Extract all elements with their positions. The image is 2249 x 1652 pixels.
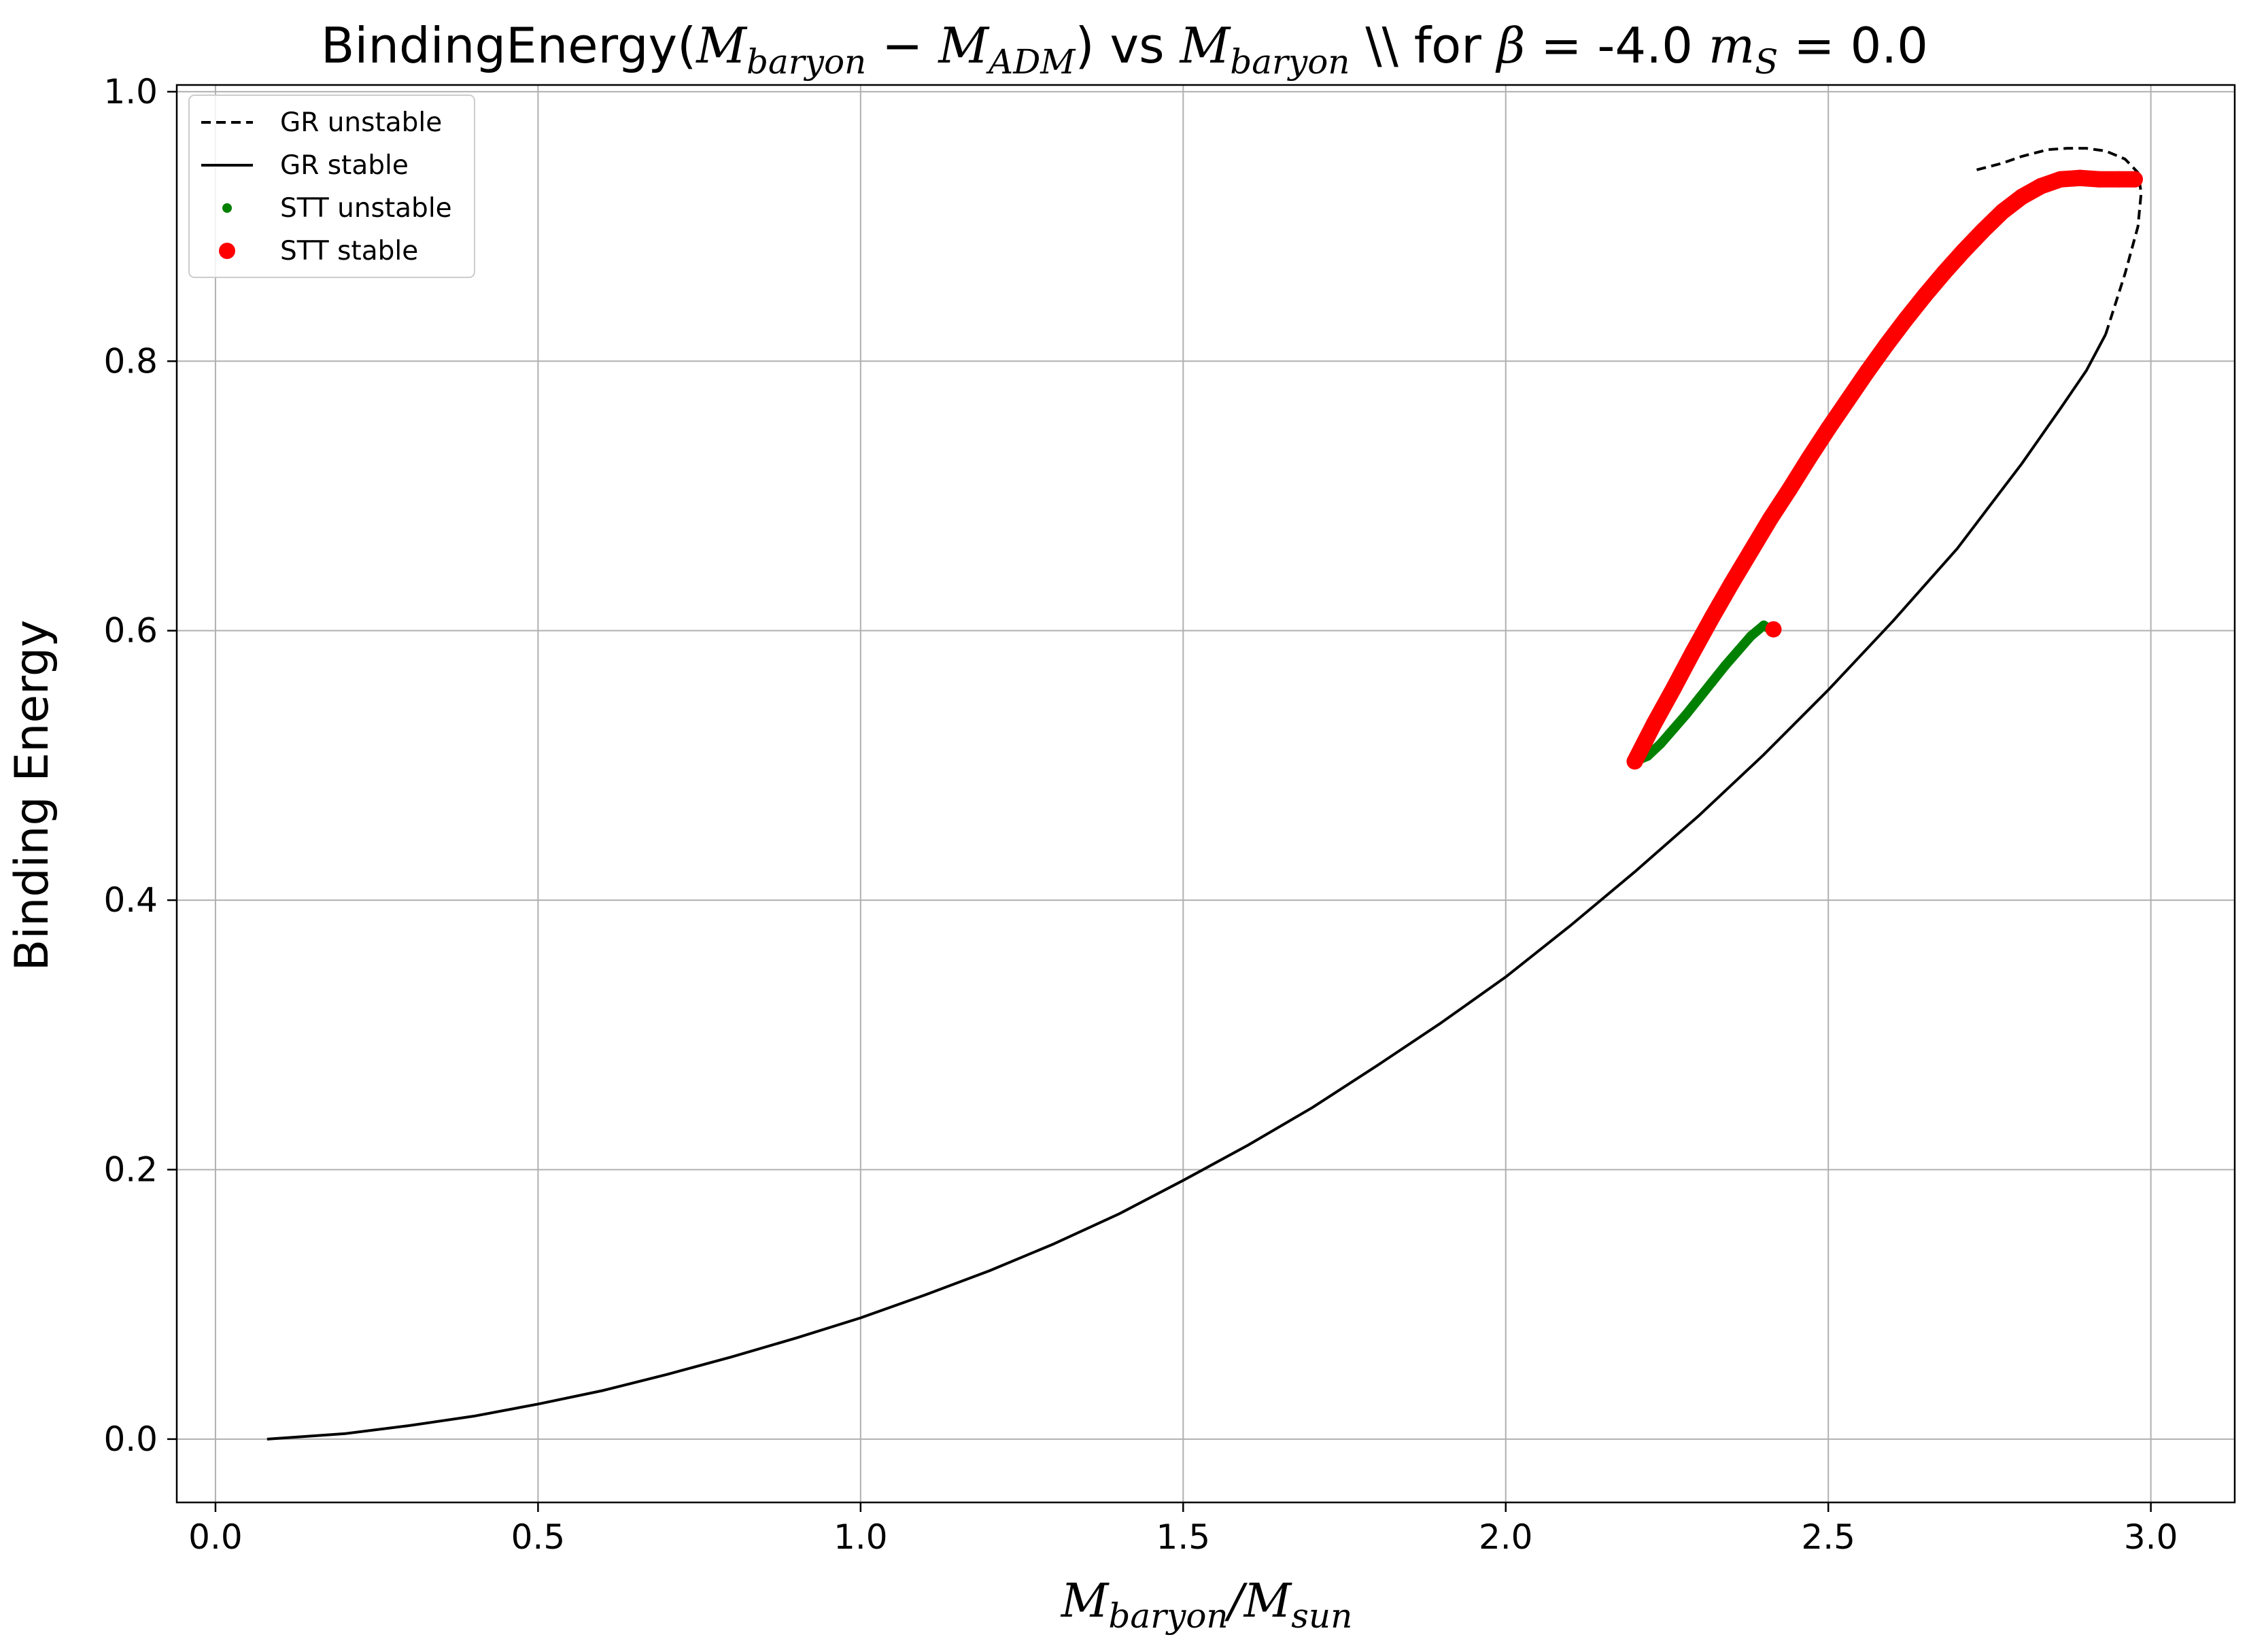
data-point-stt-stable — [2126, 171, 2143, 188]
y-tick-label: 0.0 — [103, 1419, 158, 1459]
legend: GR unstable GR stable STT unstable STT stab… — [188, 94, 475, 278]
data-point-stt-unstable — [1655, 739, 1666, 749]
data-point-stt-stable — [1742, 543, 1759, 560]
data-point-stt-stable — [1994, 203, 2011, 220]
data-point-stt-unstable — [1733, 646, 1743, 656]
data-point-stt-stable — [1762, 511, 1779, 528]
grid-lines — [177, 85, 2235, 1502]
legend-box — [188, 94, 475, 278]
data-point-stt-stable — [1859, 364, 1876, 381]
data-point-stt-stable — [1800, 449, 1817, 466]
legend-swatch — [222, 203, 232, 213]
data-point-stt-unstable — [1746, 631, 1756, 641]
data-point-stt-stable — [1781, 481, 1798, 498]
legend-entry: GR unstable — [201, 107, 442, 138]
x-axis-label: Mbaryon/Msun — [1060, 1574, 1353, 1636]
x-tick-label: 1.5 — [1156, 1517, 1211, 1557]
series-line-gr-stable — [267, 333, 2107, 1441]
y-axis-ticks: 0.0 0.2 0.4 0.6 0.8 1.0 — [103, 72, 177, 1459]
legend-label: GR stable — [280, 150, 409, 181]
data-point-stt-stable — [1665, 680, 1682, 697]
data-point-stt-stable — [1898, 311, 1915, 328]
data-point-stt-stable — [1626, 753, 1643, 770]
data-point-stt-stable — [2072, 169, 2089, 186]
y-tick-label: 0.2 — [103, 1150, 158, 1189]
data-point-stt-stable — [1974, 222, 1991, 239]
data-point-stt-stable — [1645, 715, 1662, 732]
legend-label: GR unstable — [280, 107, 442, 138]
data-point-stt-stable — [1723, 575, 1740, 592]
data-point-stt-unstable — [1668, 724, 1679, 734]
data-point-stt-stable — [1936, 264, 1953, 281]
legend-label: STT unstable — [280, 193, 452, 224]
x-tick-label: 2.5 — [1801, 1517, 1855, 1557]
data-point-stt-unstable — [1694, 693, 1704, 703]
data-point-stt-unstable — [1720, 661, 1730, 671]
data-point-stt-stable — [2110, 171, 2127, 188]
data-point-stt-unstable — [1707, 676, 1717, 687]
series-line-gr-unstable — [1976, 147, 2143, 335]
data-point-stt-stable — [2033, 177, 2050, 194]
data-point-stt-stable — [1820, 420, 1837, 437]
x-tick-label: 2.0 — [1479, 1517, 1533, 1557]
data-point-stt-stable — [2013, 188, 2030, 205]
legend-entry: STT stable — [219, 236, 418, 266]
data-point-stt-stable — [2052, 171, 2069, 188]
y-tick-label: 0.4 — [103, 880, 158, 920]
data-point-stt-stable — [1684, 644, 1701, 661]
data-point-stt-stable — [2091, 171, 2108, 188]
x-axis-ticks: 0.0 0.5 1.0 1.5 2.0 2.5 3.0 — [188, 1502, 2178, 1557]
chart-title: BindingEnergy(Mbaryon − MADM) vs Mbaryon… — [321, 17, 1928, 82]
legend-swatch — [219, 243, 235, 259]
data-point-stt-stable — [1917, 287, 1934, 304]
legend-entry: GR stable — [201, 150, 409, 181]
x-tick-label: 0.5 — [511, 1517, 566, 1557]
y-tick-label: 0.8 — [103, 341, 158, 381]
plot-frame — [175, 84, 2236, 1504]
y-axis-label: Binding Energy — [5, 620, 59, 971]
y-tick-label: 1.0 — [103, 72, 158, 111]
data-point-stt-stable — [1704, 608, 1721, 625]
data-point-stt-stable — [1878, 337, 1895, 354]
data-point-stt-stable — [1955, 242, 1972, 259]
legend-label: STT stable — [280, 236, 418, 266]
legend-entry: STT unstable — [222, 193, 452, 224]
data-point-stt-stable — [1839, 392, 1856, 409]
y-tick-label: 0.6 — [103, 611, 158, 651]
x-tick-label: 1.0 — [834, 1517, 888, 1557]
data-point-endpoint — [1765, 621, 1782, 638]
series-layer — [267, 147, 2143, 1441]
x-tick-label: 3.0 — [2124, 1517, 2178, 1557]
x-tick-label: 0.0 — [188, 1517, 243, 1557]
data-point-stt-unstable — [1681, 709, 1692, 719]
